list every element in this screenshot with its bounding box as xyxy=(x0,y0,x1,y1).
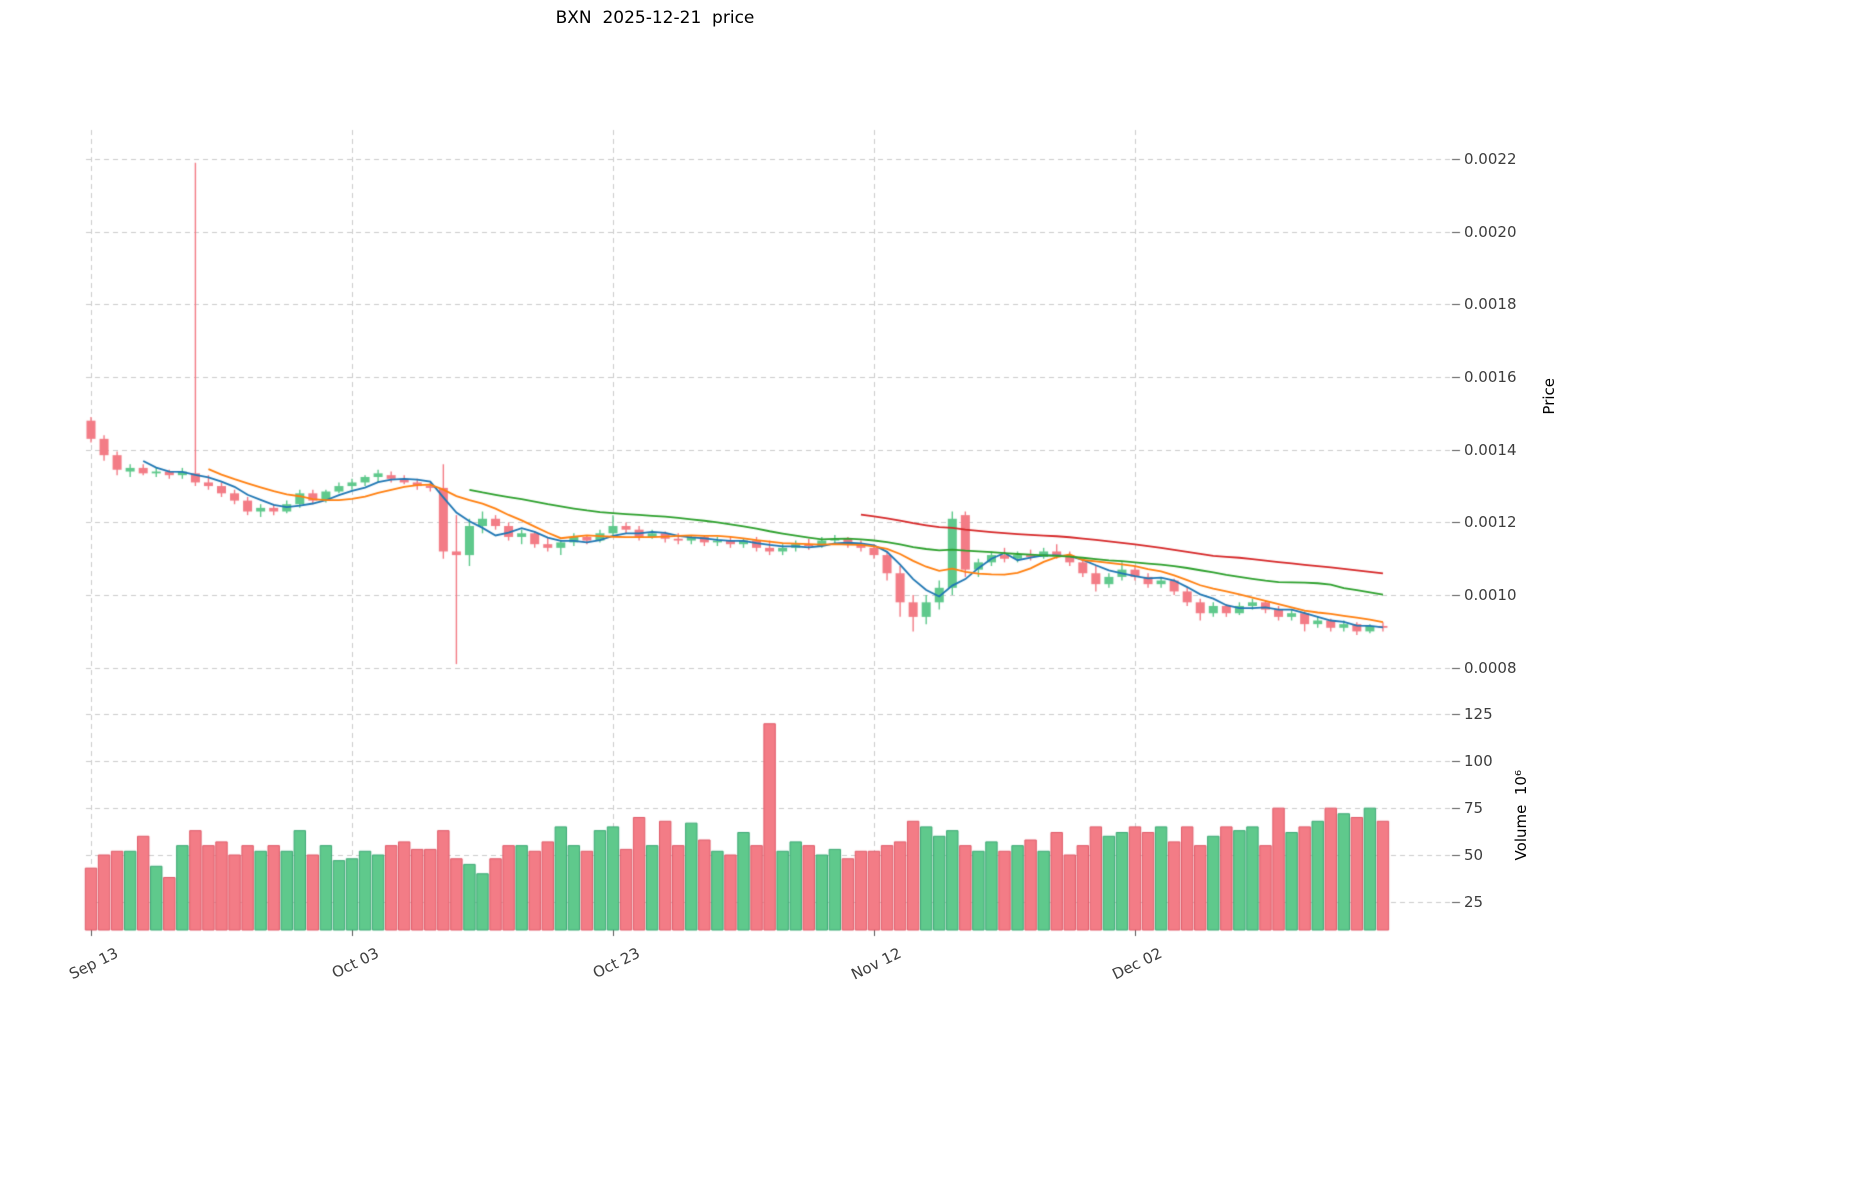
chart-title: BXN 2025-12-21 price xyxy=(555,8,755,28)
volume-tick-label: 100 xyxy=(1464,752,1493,771)
price-tick-label: 0.0016 xyxy=(1464,368,1517,387)
price-tick-label: 0.0008 xyxy=(1464,658,1517,677)
volume-tick-label: 125 xyxy=(1464,705,1493,724)
price-tick-label: 0.0020 xyxy=(1464,222,1517,241)
volume-tick-label: 75 xyxy=(1464,799,1484,818)
volume-axis-label: Volume 10⁶ xyxy=(1512,770,1530,861)
price-axis-label: Price xyxy=(1540,378,1558,415)
price-tick-label: 0.0022 xyxy=(1464,150,1517,169)
price-tick-label: 0.0010 xyxy=(1464,586,1517,605)
volume-tick-label: 25 xyxy=(1464,892,1484,911)
volume-tick-label: 50 xyxy=(1464,846,1484,864)
price-tick-label: 0.0014 xyxy=(1464,440,1517,459)
price-tick-label: 0.0012 xyxy=(1464,513,1517,532)
price-tick-label: 0.0018 xyxy=(1464,295,1517,314)
